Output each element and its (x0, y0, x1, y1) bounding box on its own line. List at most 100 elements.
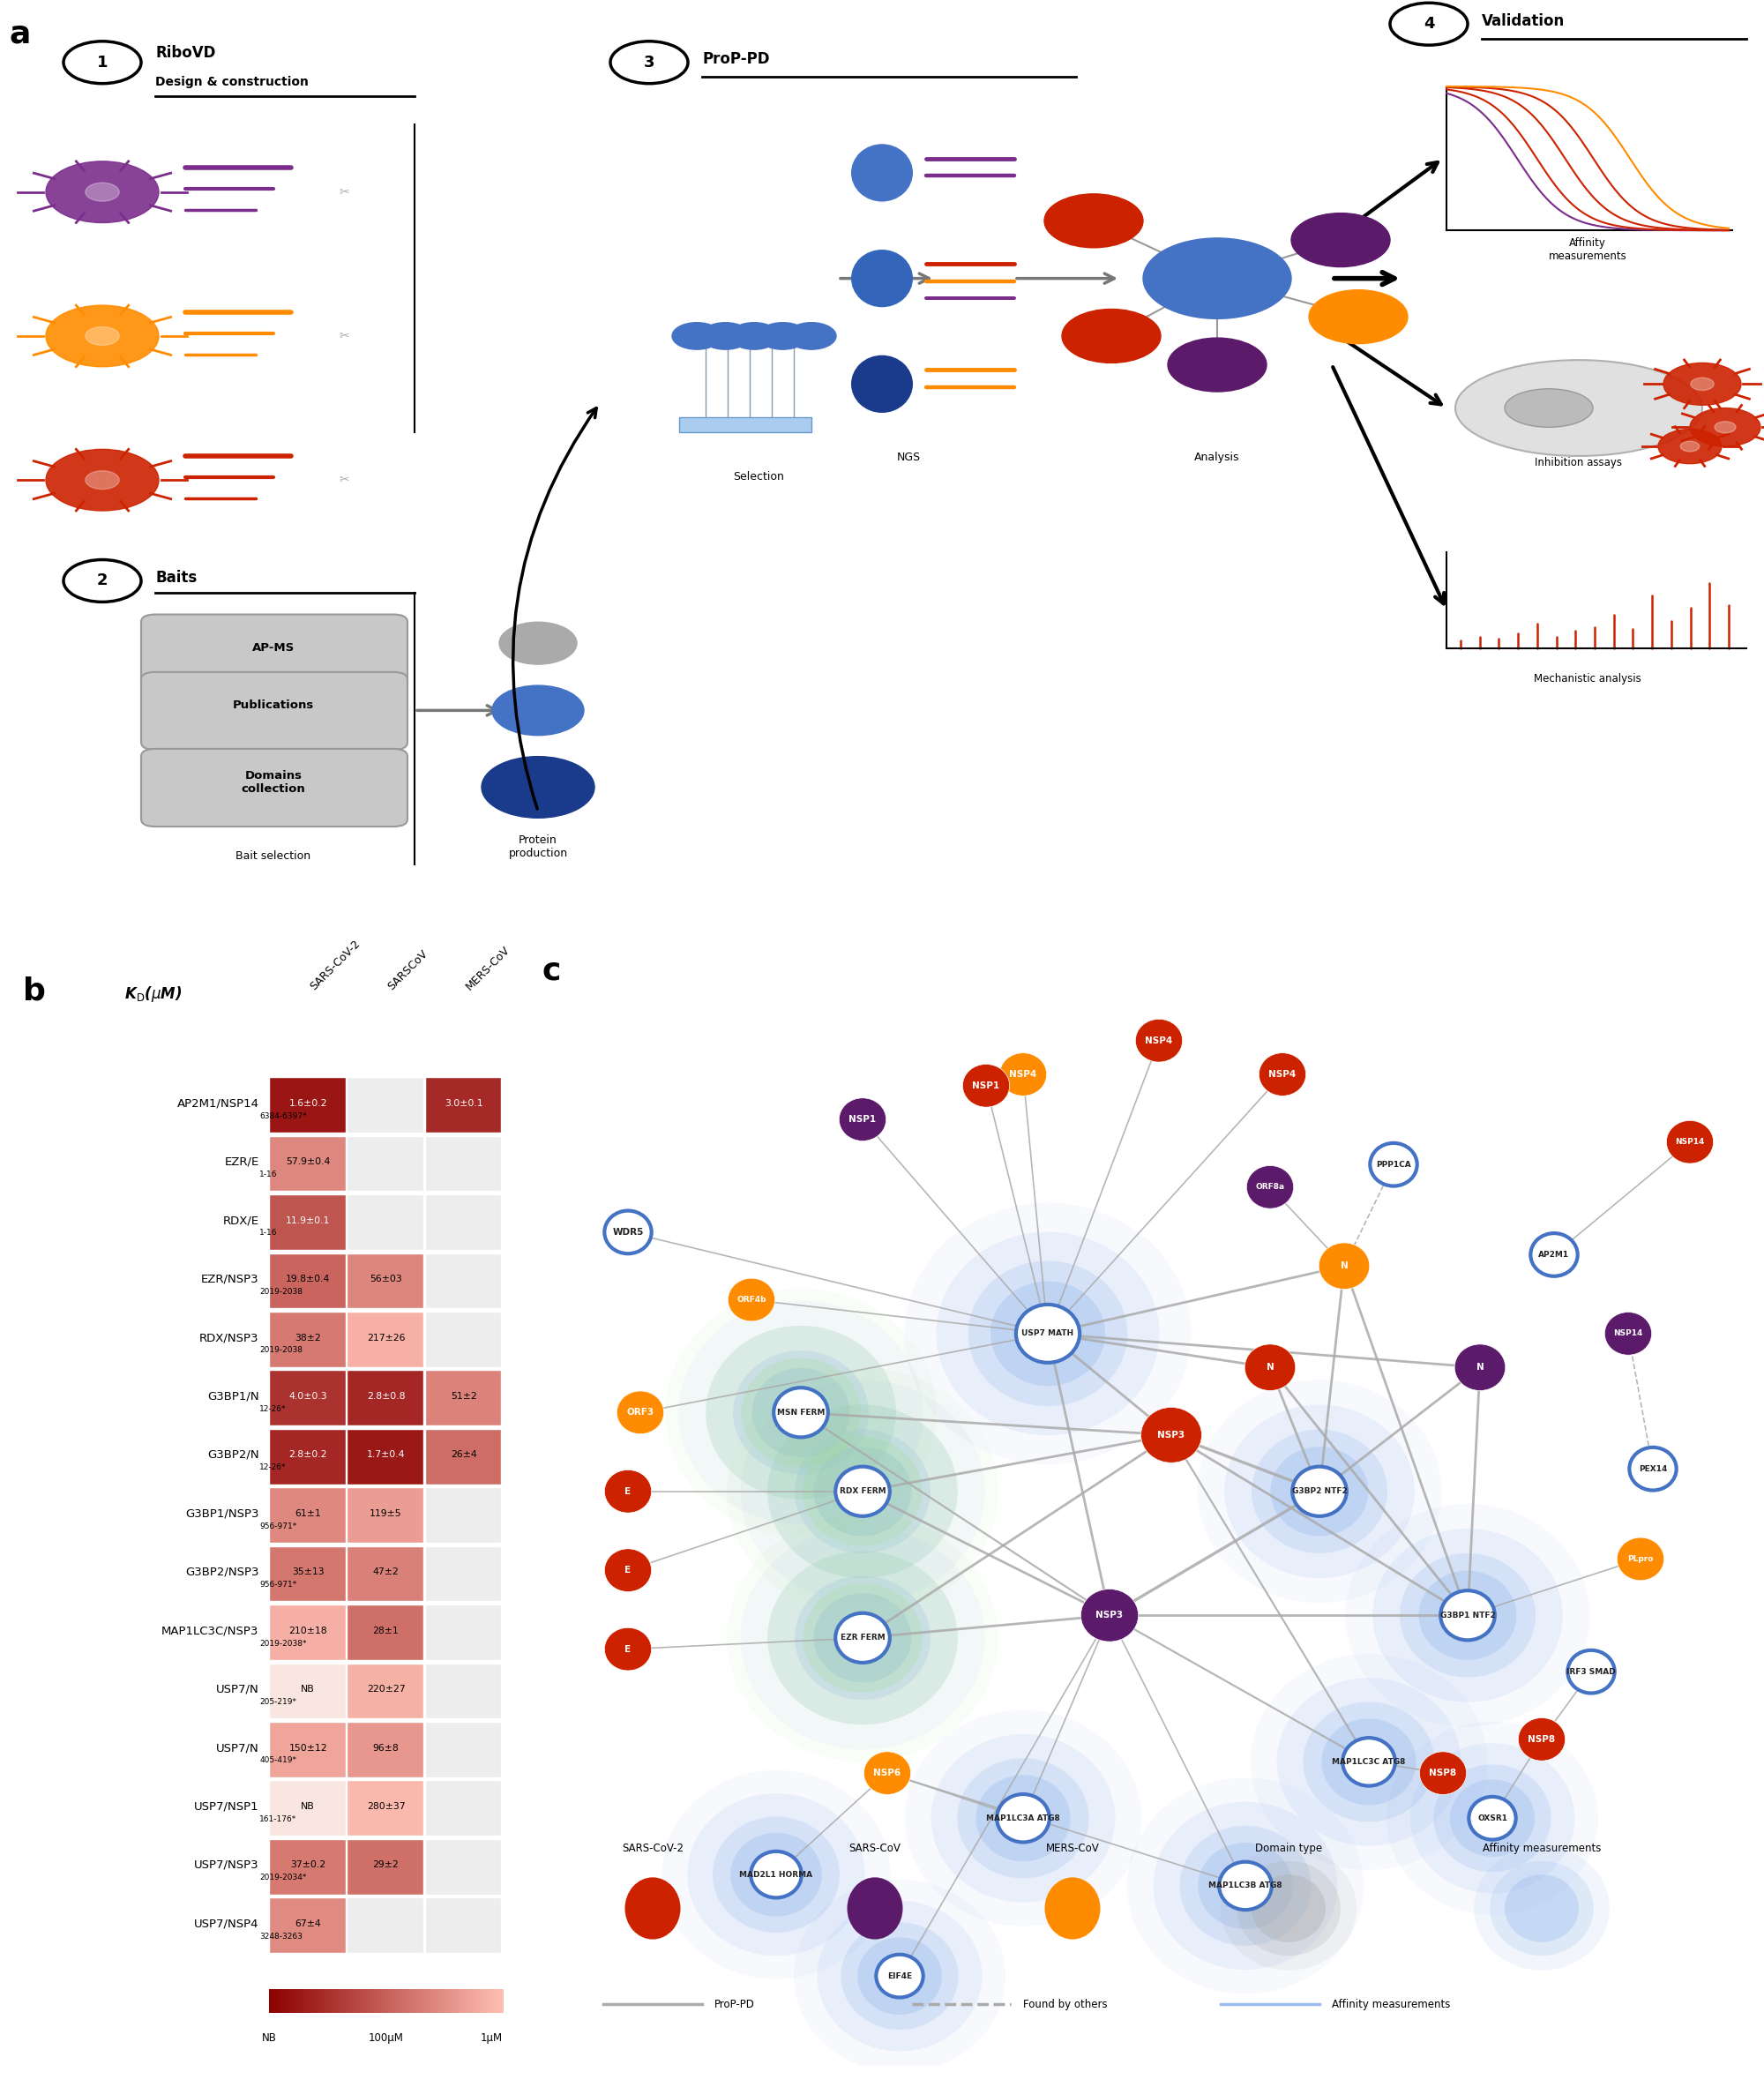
Text: 28±1: 28±1 (372, 1626, 399, 1634)
Circle shape (1016, 1304, 1080, 1363)
Circle shape (1715, 422, 1736, 432)
Circle shape (1450, 1780, 1535, 1857)
Bar (348, 1605, 423, 1659)
Circle shape (1224, 1405, 1415, 1578)
Bar (348, 1839, 423, 1895)
Circle shape (767, 1405, 958, 1578)
Bar (425, 1252, 501, 1309)
Text: 26±4: 26±4 (452, 1450, 476, 1459)
Circle shape (741, 1380, 984, 1603)
Bar (348, 1371, 423, 1425)
Circle shape (46, 161, 159, 223)
Text: 100μM: 100μM (369, 2033, 404, 2043)
Circle shape (864, 1751, 910, 1795)
Text: Validation: Validation (1482, 13, 1565, 29)
Circle shape (1387, 1722, 1598, 1914)
Text: NSP6: NSP6 (873, 1768, 901, 1778)
Text: AP2M1: AP2M1 (1538, 1250, 1570, 1258)
Text: 56±03: 56±03 (370, 1275, 402, 1284)
Circle shape (1000, 1054, 1046, 1096)
Text: 2.8±0.8: 2.8±0.8 (367, 1392, 406, 1400)
Circle shape (46, 449, 159, 511)
Text: 29±2: 29±2 (372, 1862, 399, 1870)
Circle shape (1630, 1448, 1676, 1490)
Text: MAP1LC3B ATG8: MAP1LC3B ATG8 (1208, 1882, 1282, 1891)
Text: 38±2: 38±2 (295, 1334, 321, 1342)
Text: 47±2: 47±2 (372, 1567, 399, 1576)
Circle shape (1319, 1242, 1369, 1290)
Text: 12-26*: 12-26* (259, 1405, 286, 1413)
Text: 2019-2034*: 2019-2034* (259, 1874, 307, 1882)
Text: Found by others: Found by others (1023, 1999, 1108, 2010)
Text: NSP14: NSP14 (1676, 1137, 1704, 1146)
Text: EZR FERM: EZR FERM (840, 1634, 886, 1642)
Circle shape (706, 1325, 896, 1498)
Bar (348, 1194, 423, 1250)
Text: 4: 4 (1424, 17, 1434, 31)
Circle shape (1475, 1847, 1609, 1970)
Text: AP-MS: AP-MS (252, 643, 295, 653)
Circle shape (727, 1367, 998, 1615)
Circle shape (1180, 1826, 1311, 1945)
Text: NB: NB (261, 2033, 277, 2043)
Bar (348, 1311, 423, 1367)
Text: NSP1: NSP1 (972, 1081, 1000, 1089)
Text: 1-16: 1-16 (259, 1229, 277, 1238)
Circle shape (774, 1388, 827, 1438)
Text: 2: 2 (97, 572, 108, 589)
Text: RDX FERM: RDX FERM (840, 1488, 886, 1496)
Circle shape (975, 1774, 1071, 1862)
Circle shape (85, 472, 120, 488)
Text: E: E (624, 1645, 632, 1653)
Text: 150±12: 150±12 (289, 1743, 326, 1753)
Text: 67±4: 67±4 (295, 1920, 321, 1928)
Text: MAP1LC3A ATG8: MAP1LC3A ATG8 (986, 1814, 1060, 1822)
Text: c: c (542, 956, 561, 985)
Ellipse shape (850, 355, 914, 413)
Circle shape (767, 1405, 958, 1578)
Text: Selection: Selection (734, 472, 783, 482)
Text: Domain type: Domain type (1254, 1843, 1323, 1853)
Circle shape (759, 323, 808, 349)
Circle shape (1198, 1380, 1441, 1603)
Bar (425, 1077, 501, 1133)
Bar (268, 1722, 346, 1778)
Text: NB: NB (302, 1801, 316, 1812)
Text: 61±1: 61±1 (295, 1509, 321, 1517)
Text: ✂: ✂ (339, 186, 349, 198)
Circle shape (1690, 378, 1715, 390)
Text: G3BP1 NTF2: G3BP1 NTF2 (1439, 1611, 1496, 1620)
Circle shape (741, 1359, 861, 1467)
Text: PLpro: PLpro (1628, 1555, 1653, 1563)
Bar (268, 1488, 346, 1542)
Text: 2019-2038: 2019-2038 (259, 1346, 303, 1354)
Text: PPP1CA: PPP1CA (1376, 1160, 1411, 1169)
Circle shape (1531, 1233, 1577, 1275)
Text: 37±0.2: 37±0.2 (291, 1862, 326, 1870)
Circle shape (1681, 440, 1699, 451)
Bar (268, 1897, 346, 1953)
Ellipse shape (624, 1878, 681, 1939)
Circle shape (751, 1851, 801, 1897)
Circle shape (85, 184, 120, 200)
Circle shape (1237, 1862, 1341, 1956)
Text: 956-971*: 956-971* (259, 1521, 296, 1530)
Text: NGS: NGS (896, 453, 921, 463)
Circle shape (817, 1901, 983, 2052)
Text: Inhibition assays: Inhibition assays (1535, 457, 1623, 467)
Text: SARS-CoV-2: SARS-CoV-2 (309, 937, 363, 993)
Circle shape (990, 1281, 1106, 1386)
Text: 956-971*: 956-971* (259, 1580, 296, 1588)
Circle shape (1309, 290, 1408, 344)
Text: 51±2: 51±2 (452, 1392, 476, 1400)
Text: RiboVD: RiboVD (155, 44, 215, 61)
Circle shape (1441, 1590, 1494, 1640)
Circle shape (1372, 1528, 1563, 1703)
Text: USP7/NSP3: USP7/NSP3 (194, 1860, 259, 1870)
Ellipse shape (850, 250, 914, 307)
Text: NSP4: NSP4 (1009, 1071, 1037, 1079)
Circle shape (617, 1392, 663, 1434)
Circle shape (1420, 1751, 1466, 1795)
Circle shape (1491, 1862, 1593, 1956)
Bar (348, 1488, 423, 1542)
